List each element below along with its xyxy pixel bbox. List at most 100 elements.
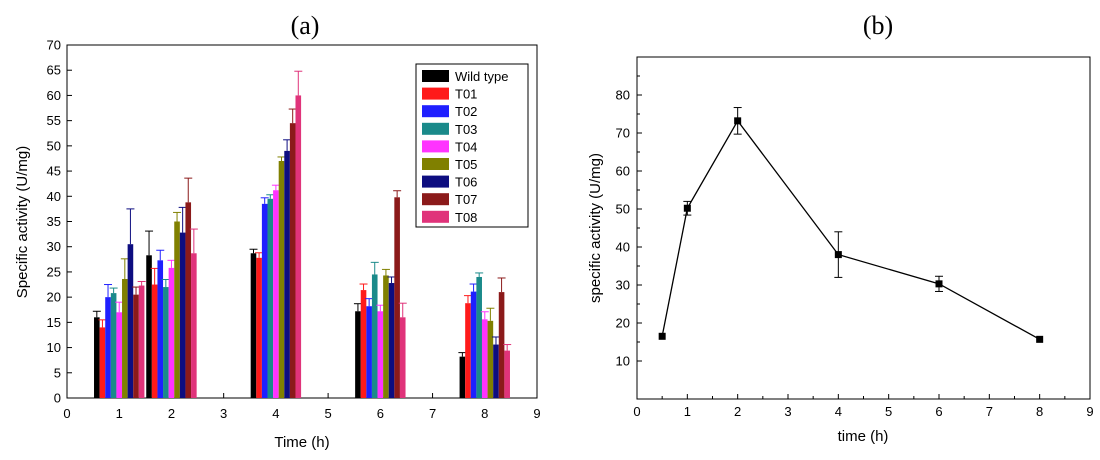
bar — [185, 202, 192, 398]
bar — [151, 284, 158, 398]
legend-swatch — [422, 193, 449, 206]
bar — [388, 283, 395, 398]
bar — [394, 197, 400, 398]
bar — [504, 350, 510, 398]
bar — [250, 253, 257, 398]
bar — [133, 294, 139, 398]
chart-a-x-tick-label: 9 — [533, 406, 540, 421]
chart-b-x-axis-title: time (h) — [838, 428, 889, 445]
chart-b-x-tick-label: 1 — [684, 404, 691, 419]
chart-b-y-tick-label: 40 — [616, 240, 630, 255]
bar — [498, 292, 505, 398]
chart-b-x-tick-label: 6 — [935, 404, 942, 419]
chart-a-legend: Wild type T01 T02 T03 T04 T05 T06 T07 T08 — [415, 63, 529, 228]
chart-a-y-tick-label: 10 — [47, 340, 61, 355]
bar — [470, 291, 477, 398]
legend-label: T08 — [455, 210, 477, 225]
bar — [377, 311, 384, 398]
bar — [278, 160, 285, 398]
bar — [94, 317, 100, 398]
bar — [355, 311, 361, 398]
bar — [360, 290, 367, 398]
series-line — [661, 119, 1040, 340]
bar — [295, 95, 302, 398]
legend-label: T05 — [455, 157, 477, 172]
bar — [256, 257, 262, 398]
bar — [179, 232, 186, 398]
chart-b-y-tick-label: 80 — [616, 88, 630, 103]
data-point — [683, 204, 691, 212]
bar — [267, 198, 274, 398]
chart-b-x-tick-label: 5 — [885, 404, 892, 419]
chart-a-x-tick-label: 2 — [168, 406, 175, 421]
bar — [105, 297, 111, 398]
legend-swatch — [422, 105, 449, 118]
legend-label: T07 — [455, 192, 477, 207]
bar — [157, 260, 164, 398]
bar — [146, 255, 152, 398]
bar — [284, 150, 290, 398]
chart-a-y-tick-label: 20 — [47, 290, 61, 305]
chart-b-y-tick-label: 10 — [616, 354, 630, 369]
legend-label: Wild type — [455, 69, 508, 84]
chart-a-y-tick-label: 55 — [47, 113, 61, 128]
legend-swatch — [422, 158, 449, 170]
bar — [399, 317, 406, 398]
chart-a-x-tick-label: 7 — [429, 406, 436, 421]
bar — [191, 253, 197, 398]
chart-a-y-tick-label: 5 — [54, 365, 61, 380]
chart-a-bars — [92, 70, 512, 399]
chart-a-y-tick-label: 25 — [47, 264, 61, 279]
chart-a-x-tick-label: 4 — [272, 406, 279, 421]
chart-b-ticks: 0 1 2 3 4 5 6 7 8 9 10 20 30 40 50 60 70 80 — [616, 75, 1094, 419]
bar — [493, 344, 499, 398]
chart-a-x-axis-title: Time (h) — [274, 434, 329, 451]
bar — [261, 203, 268, 398]
bar — [122, 278, 128, 398]
bar — [168, 267, 175, 398]
bar — [289, 123, 296, 399]
chart-b-x-tick-label: 8 — [1036, 404, 1043, 419]
chart-b-y-tick-label: 20 — [616, 316, 630, 331]
chart-b-x-tick-label: 7 — [986, 404, 993, 419]
legend-label: T01 — [455, 87, 477, 102]
bar — [138, 285, 145, 398]
data-point — [734, 117, 742, 125]
chart-b-y-tick-label: 60 — [616, 164, 630, 179]
chart-a: (a) 0 1 2 3 4 5 6 7 8 905101520253035404550556065… — [14, 11, 541, 451]
data-point — [1036, 335, 1044, 343]
legend-swatch — [422, 87, 449, 100]
chart-b-y-tick-label: 30 — [616, 278, 630, 293]
chart-a-x-tick-label: 1 — [116, 406, 123, 421]
chart-a-y-tick-label: 45 — [47, 164, 61, 179]
chart-a-y-tick-label: 40 — [47, 189, 61, 204]
legend-label: T06 — [455, 175, 477, 190]
data-point — [834, 251, 842, 259]
chart-a-x-tick-label: 8 — [481, 406, 488, 421]
bar — [465, 303, 471, 398]
chart-b-panel-label: (b) — [863, 11, 893, 40]
bar — [481, 319, 488, 398]
chart-a-y-tick-label: 30 — [47, 239, 61, 254]
chart-b-plot-frame — [636, 56, 1091, 400]
bar — [366, 306, 372, 398]
legend-swatch — [422, 175, 449, 188]
chart-a-y-axis-title: Specific activity (U/mg) — [14, 146, 31, 299]
chart-b-x-tick-label: 3 — [784, 404, 791, 419]
chart-a-x-tick-label: 3 — [220, 406, 227, 421]
chart-a-x-tick-label: 5 — [324, 406, 331, 421]
legend-swatch — [422, 140, 449, 153]
chart-b-y-tick-label: 70 — [616, 126, 630, 141]
chart-a-y-tick-label: 70 — [47, 38, 61, 53]
chart-a-x-tick-label: 0 — [63, 406, 70, 421]
chart-a-y-tick-label: 60 — [47, 88, 61, 103]
bar — [476, 276, 482, 398]
bar — [99, 327, 106, 398]
chart-b-y-tick-label: 50 — [616, 202, 630, 217]
legend-label: T03 — [455, 122, 477, 137]
chart-b-x-tick-label: 2 — [734, 404, 741, 419]
data-point — [658, 332, 666, 340]
chart-b-y-axis-title: specific activity (U/mg) — [587, 153, 604, 303]
chart-a-panel-label: (a) — [291, 11, 320, 40]
